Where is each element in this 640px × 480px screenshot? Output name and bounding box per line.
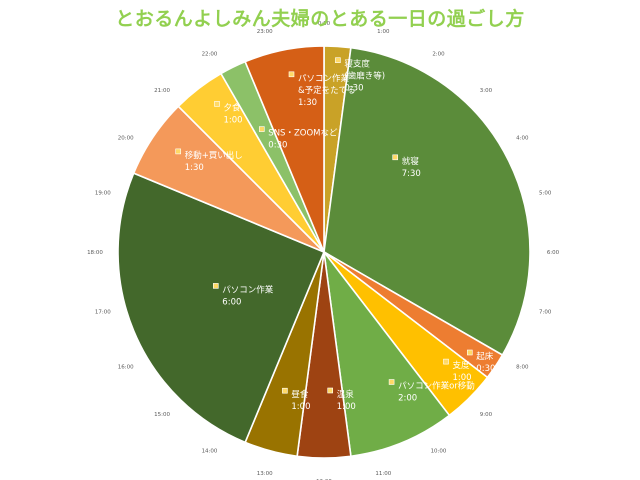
slice-label-line: 起床 xyxy=(476,351,494,362)
slice-label-line: &予定をたてる xyxy=(298,85,356,96)
hour-label: 13:00 xyxy=(257,471,273,477)
slice-label-10: SNS・ZOOMなど 0:30 xyxy=(258,126,338,151)
hour-label: 21:00 xyxy=(154,88,170,94)
slice-label-3: 支度 1:00 xyxy=(443,358,472,383)
hour-label: 20:00 xyxy=(118,136,134,142)
slice-label-line: 移動+買い出し xyxy=(185,150,243,161)
slice-label-line: 夕食 xyxy=(224,102,242,113)
slice-label-marker xyxy=(175,148,181,155)
slice-label-marker xyxy=(288,71,295,78)
slice-label-line: 1:00 xyxy=(291,402,310,412)
slice-label-marker xyxy=(327,387,334,394)
slice-label-marker xyxy=(466,349,473,356)
slice-label-marker xyxy=(213,283,219,289)
slice-label-marker xyxy=(388,379,395,385)
pie-slice-1 xyxy=(323,46,531,357)
hour-label: 4:00 xyxy=(516,136,529,142)
hour-label: 0:00 xyxy=(318,21,331,27)
slice-label-line: 支度 xyxy=(453,360,471,371)
slice-label-11: パソコン作業&予定をたてる 1:30 xyxy=(288,71,356,108)
slice-label-line: 昼食 xyxy=(291,389,309,400)
slice-label-line: 寝支度 xyxy=(344,59,370,70)
slice-label-7: パソコン作業 6:00 xyxy=(213,283,274,307)
slice-label-1: 就寝 7:30 xyxy=(392,154,421,179)
slice-label-line: 就寝 xyxy=(402,156,420,167)
slice-label-marker xyxy=(258,126,265,132)
hour-label: 7:00 xyxy=(539,309,552,315)
slice-label-marker xyxy=(214,101,220,107)
slice-label-5: 温泉 1:00 xyxy=(327,387,356,412)
slice-label-line: パソコン作業 xyxy=(298,73,350,84)
hour-label: 17:00 xyxy=(95,309,111,315)
slice-label-line: 1:00 xyxy=(224,115,243,125)
pie-slice-7 xyxy=(117,172,326,444)
slice-label-line: SNS・ZOOMなど xyxy=(268,129,338,139)
slice-label-0: 寝支度(歯磨き等) 0:30 xyxy=(335,57,385,94)
slice-label-line: 1:30 xyxy=(185,163,204,173)
pie-slice-11 xyxy=(244,45,325,253)
slice-label-line: 温泉 xyxy=(337,389,355,400)
slice-label-line: 7:30 xyxy=(402,169,421,179)
slice-label-marker xyxy=(392,154,399,161)
slice-label-marker xyxy=(335,57,341,64)
hour-label: 10:00 xyxy=(431,448,447,454)
hour-label: 2:00 xyxy=(432,52,445,58)
hour-label: 6:00 xyxy=(547,250,560,256)
hour-label: 3:00 xyxy=(480,88,493,94)
slice-labels: 寝支度(歯磨き等)0:30就寝7:30起床0:30支度1:00パソコン作業or移… xyxy=(175,57,495,412)
slice-label-2: 起床 0:30 xyxy=(466,349,495,374)
slice-label-line: 1:00 xyxy=(337,402,356,412)
slice-label-line: 2:00 xyxy=(398,394,417,404)
slice-label-6: 昼食 1:00 xyxy=(282,387,310,412)
hour-label: 22:00 xyxy=(202,52,218,58)
slice-label-line: 0:30 xyxy=(344,84,363,94)
hour-label: 11:00 xyxy=(375,471,391,477)
slice-label-line: 1:00 xyxy=(453,373,472,383)
slice-label-line: 1:30 xyxy=(298,98,317,108)
hour-label: 5:00 xyxy=(539,191,552,197)
hour-label: 19:00 xyxy=(95,191,111,197)
slice-label-line: パソコン作業 xyxy=(222,284,274,295)
slice-label-marker xyxy=(443,358,449,365)
hour-label: 9:00 xyxy=(480,412,493,418)
slice-label-line: 0:30 xyxy=(268,141,287,151)
hour-label: 14:00 xyxy=(202,448,218,454)
hour-label: 18:00 xyxy=(87,250,103,256)
pie-slice-4 xyxy=(322,249,451,458)
slice-label-9: 夕食 1:00 xyxy=(214,101,243,125)
slice-label-marker xyxy=(282,387,288,394)
slice-label-line: 6:00 xyxy=(222,297,241,307)
hour-label: 8:00 xyxy=(516,365,529,371)
slice-label-8: 移動+買い出し 1:30 xyxy=(175,148,243,173)
slice-label-line: パソコン作業or移動 xyxy=(398,381,475,392)
slice-label-line: 0:30 xyxy=(476,364,495,374)
hour-label: 16:00 xyxy=(118,365,134,371)
chart-title: とおるんよしみん夫婦のとある一日の過ごし方 xyxy=(115,8,525,30)
slice-label-4: パソコン作業or移動 2:00 xyxy=(388,379,475,404)
pie-slices xyxy=(117,45,531,459)
hour-label: 1:00 xyxy=(377,29,390,35)
hour-label: 15:00 xyxy=(154,412,170,418)
slice-label-line: (歯磨き等) xyxy=(344,71,385,82)
hour-label: 23:00 xyxy=(257,29,273,35)
